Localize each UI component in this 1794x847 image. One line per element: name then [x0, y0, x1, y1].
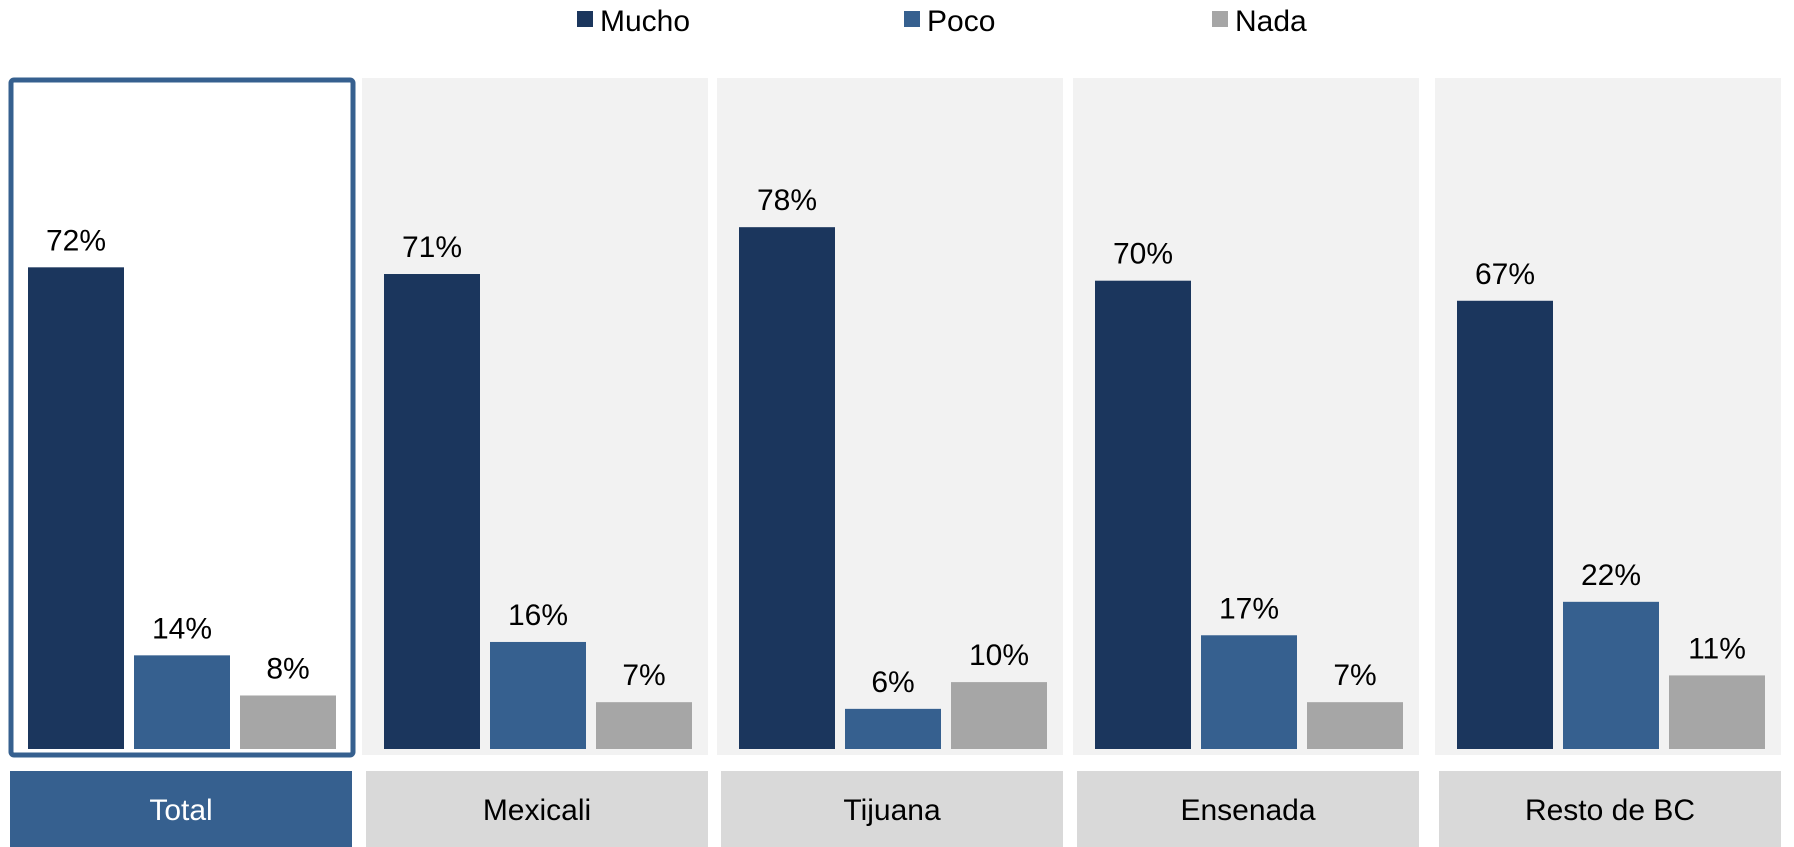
bar-mucho-resto-de-bc: [1457, 300, 1553, 749]
value-label-poco-tijuana: 6%: [871, 666, 914, 699]
bar-mucho-tijuana: [739, 227, 835, 749]
value-label-mucho-ensenada: 70%: [1113, 238, 1173, 271]
bar-mucho-mexicali: [384, 274, 480, 749]
bar-poco-resto-de-bc: [1563, 601, 1659, 749]
bar-poco-ensenada: [1201, 635, 1297, 749]
bar-nada-resto-de-bc: [1669, 675, 1765, 749]
value-label-nada-resto-de-bc: 11%: [1688, 632, 1746, 665]
value-labels: 72% 14% 8% 71% 16% 7% 78% 6% 10% 70% 17% 7% 67% 22% 11…: [46, 184, 1746, 699]
value-label-poco-ensenada: 17%: [1219, 592, 1279, 625]
category-label-resto-de-bc: Resto de BC: [1525, 794, 1695, 827]
value-label-nada-total: 8%: [266, 652, 309, 685]
category-label-mexicali: Mexicali: [483, 794, 591, 827]
bar-nada-total: [240, 695, 336, 749]
value-label-mucho-resto-de-bc: 67%: [1475, 258, 1535, 291]
category-label-tijuana: Tijuana: [843, 794, 941, 827]
value-label-nada-mexicali: 7%: [622, 659, 665, 692]
bars: [28, 227, 1765, 749]
value-label-mucho-total: 72%: [46, 224, 106, 257]
legend-label-poco: Poco: [927, 5, 995, 38]
legend-label-nada: Nada: [1235, 5, 1307, 38]
legend: Mucho Poco Nada: [577, 5, 1307, 38]
category-labels: Total Mexicali Tijuana Ensenada Resto de BC: [10, 771, 1781, 847]
category-label-ensenada: Ensenada: [1180, 794, 1315, 827]
value-label-nada-ensenada: 7%: [1333, 659, 1376, 692]
bar-poco-tijuana: [845, 708, 941, 749]
bar-nada-mexicali: [596, 702, 692, 749]
bar-poco-total: [134, 655, 230, 749]
legend-label-mucho: Mucho: [600, 5, 690, 38]
value-label-nada-tijuana: 10%: [969, 639, 1029, 672]
legend-swatch-mucho: [577, 11, 593, 27]
bar-mucho-ensenada: [1095, 280, 1191, 749]
value-label-mucho-mexicali: 71%: [402, 231, 462, 264]
category-box-ensenada: [1077, 771, 1419, 847]
bar-poco-mexicali: [490, 641, 586, 749]
category-box-mexicali: [366, 771, 708, 847]
value-label-poco-total: 14%: [152, 612, 212, 645]
bar-nada-tijuana: [951, 682, 1047, 749]
bar-mucho-total: [28, 267, 124, 749]
category-box-tijuana: [721, 771, 1063, 847]
legend-swatch-poco: [904, 11, 920, 27]
value-label-mucho-tijuana: 78%: [757, 184, 817, 217]
value-label-poco-mexicali: 16%: [508, 599, 568, 632]
bar-nada-ensenada: [1307, 702, 1403, 749]
legend-swatch-nada: [1212, 11, 1228, 27]
category-box-resto-de-bc: [1439, 771, 1781, 847]
value-label-poco-resto-de-bc: 22%: [1581, 559, 1641, 592]
category-label-total: Total: [149, 794, 212, 827]
category-box-total: [10, 771, 352, 847]
